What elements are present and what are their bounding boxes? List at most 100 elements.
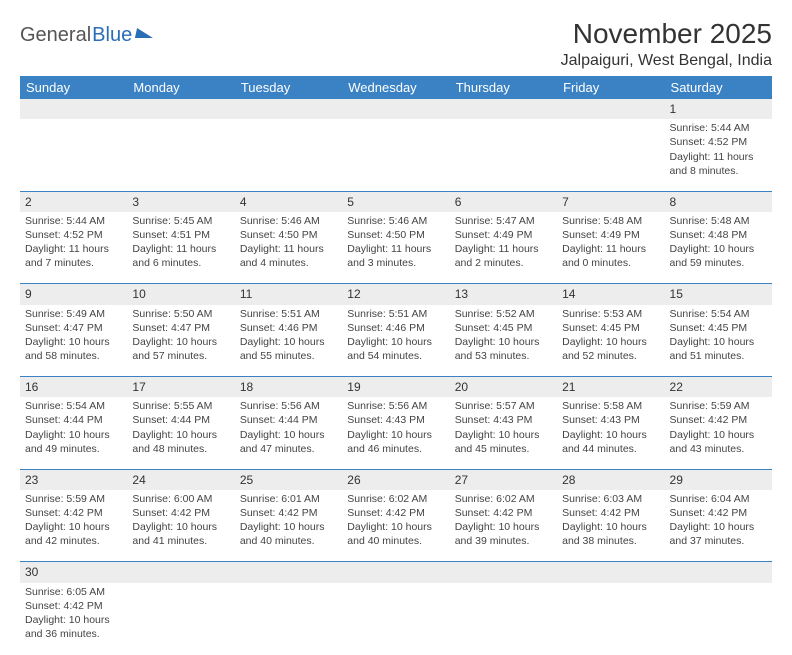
daylight-line-1: Daylight: 10 hours — [455, 428, 552, 442]
daylight-line-1: Daylight: 10 hours — [132, 520, 229, 534]
day-number-row: 23242526272829 — [20, 469, 772, 490]
daylight-line-1: Daylight: 10 hours — [455, 520, 552, 534]
daylight-line-1: Daylight: 10 hours — [132, 428, 229, 442]
sunrise-line: Sunrise: 6:04 AM — [670, 492, 767, 506]
daylight-line-1: Daylight: 10 hours — [25, 613, 122, 627]
title-block: November 2025 Jalpaiguri, West Bengal, I… — [561, 18, 772, 70]
sunrise-line: Sunrise: 5:58 AM — [562, 399, 659, 413]
daylight-line-2: and 52 minutes. — [562, 349, 659, 363]
daylight-line-2: and 40 minutes. — [347, 534, 444, 548]
daylight-line-2: and 2 minutes. — [455, 256, 552, 270]
day-content-row: Sunrise: 5:49 AMSunset: 4:47 PMDaylight:… — [20, 305, 772, 377]
day-number-cell: 4 — [235, 191, 342, 212]
day-cell — [127, 119, 234, 191]
day-number-cell — [557, 99, 664, 119]
daylight-line-2: and 6 minutes. — [132, 256, 229, 270]
sunrise-line: Sunrise: 6:03 AM — [562, 492, 659, 506]
day-cell — [235, 119, 342, 191]
sunset-line: Sunset: 4:47 PM — [132, 321, 229, 335]
daylight-line-2: and 51 minutes. — [670, 349, 767, 363]
daylight-line-2: and 39 minutes. — [455, 534, 552, 548]
daylight-line-1: Daylight: 10 hours — [25, 428, 122, 442]
daylight-line-2: and 57 minutes. — [132, 349, 229, 363]
daylight-line-2: and 53 minutes. — [455, 349, 552, 363]
sunset-line: Sunset: 4:42 PM — [562, 506, 659, 520]
day-number-cell: 2 — [20, 191, 127, 212]
sunrise-line: Sunrise: 6:02 AM — [455, 492, 552, 506]
day-cell: Sunrise: 5:44 AMSunset: 4:52 PMDaylight:… — [20, 212, 127, 284]
daylight-line-1: Daylight: 10 hours — [670, 242, 767, 256]
sunset-line: Sunset: 4:45 PM — [670, 321, 767, 335]
day-number-cell: 19 — [342, 377, 449, 398]
daylight-line-2: and 41 minutes. — [132, 534, 229, 548]
sunset-line: Sunset: 4:42 PM — [25, 599, 122, 613]
sunrise-line: Sunrise: 5:47 AM — [455, 214, 552, 228]
sunset-line: Sunset: 4:51 PM — [132, 228, 229, 242]
day-cell: Sunrise: 5:54 AMSunset: 4:44 PMDaylight:… — [20, 397, 127, 469]
day-cell — [127, 583, 234, 655]
day-cell: Sunrise: 6:05 AMSunset: 4:42 PMDaylight:… — [20, 583, 127, 655]
sunrise-line: Sunrise: 5:59 AM — [670, 399, 767, 413]
day-number-cell: 21 — [557, 377, 664, 398]
daylight-line-1: Daylight: 10 hours — [25, 335, 122, 349]
day-cell: Sunrise: 5:51 AMSunset: 4:46 PMDaylight:… — [342, 305, 449, 377]
daylight-line-1: Daylight: 11 hours — [132, 242, 229, 256]
sunset-line: Sunset: 4:50 PM — [240, 228, 337, 242]
daylight-line-1: Daylight: 10 hours — [347, 428, 444, 442]
day-cell: Sunrise: 5:56 AMSunset: 4:44 PMDaylight:… — [235, 397, 342, 469]
day-cell: Sunrise: 5:51 AMSunset: 4:46 PMDaylight:… — [235, 305, 342, 377]
day-cell: Sunrise: 5:44 AMSunset: 4:52 PMDaylight:… — [665, 119, 772, 191]
day-cell: Sunrise: 5:59 AMSunset: 4:42 PMDaylight:… — [665, 397, 772, 469]
day-cell — [342, 583, 449, 655]
daylight-line-2: and 44 minutes. — [562, 442, 659, 456]
day-number-cell — [450, 562, 557, 583]
day-number-cell: 5 — [342, 191, 449, 212]
weekday-header: Friday — [557, 76, 664, 99]
sunset-line: Sunset: 4:42 PM — [347, 506, 444, 520]
day-number-cell: 20 — [450, 377, 557, 398]
weekday-header: Wednesday — [342, 76, 449, 99]
daylight-line-1: Daylight: 10 hours — [670, 520, 767, 534]
day-number-row: 16171819202122 — [20, 377, 772, 398]
weekday-header: Tuesday — [235, 76, 342, 99]
weekday-header-row: SundayMondayTuesdayWednesdayThursdayFrid… — [20, 76, 772, 99]
sunset-line: Sunset: 4:52 PM — [25, 228, 122, 242]
day-number-cell — [342, 99, 449, 119]
sunset-line: Sunset: 4:43 PM — [562, 413, 659, 427]
daylight-line-1: Daylight: 10 hours — [132, 335, 229, 349]
daylight-line-1: Daylight: 10 hours — [240, 428, 337, 442]
sunrise-line: Sunrise: 5:44 AM — [25, 214, 122, 228]
day-cell — [557, 119, 664, 191]
daylight-line-1: Daylight: 11 hours — [240, 242, 337, 256]
sunset-line: Sunset: 4:48 PM — [670, 228, 767, 242]
day-cell: Sunrise: 5:59 AMSunset: 4:42 PMDaylight:… — [20, 490, 127, 562]
day-number-cell — [557, 562, 664, 583]
day-cell: Sunrise: 5:45 AMSunset: 4:51 PMDaylight:… — [127, 212, 234, 284]
day-number-cell: 8 — [665, 191, 772, 212]
sunset-line: Sunset: 4:42 PM — [670, 413, 767, 427]
day-number-cell: 26 — [342, 469, 449, 490]
sunrise-line: Sunrise: 5:52 AM — [455, 307, 552, 321]
calendar-table: SundayMondayTuesdayWednesdayThursdayFrid… — [20, 76, 772, 655]
day-cell: Sunrise: 5:52 AMSunset: 4:45 PMDaylight:… — [450, 305, 557, 377]
sunset-line: Sunset: 4:47 PM — [25, 321, 122, 335]
day-number-row: 9101112131415 — [20, 284, 772, 305]
day-cell: Sunrise: 5:46 AMSunset: 4:50 PMDaylight:… — [235, 212, 342, 284]
day-number-cell — [450, 99, 557, 119]
page-header: General Blue November 2025 Jalpaiguri, W… — [20, 18, 772, 70]
sunset-line: Sunset: 4:49 PM — [455, 228, 552, 242]
sunset-line: Sunset: 4:43 PM — [347, 413, 444, 427]
day-cell: Sunrise: 6:03 AMSunset: 4:42 PMDaylight:… — [557, 490, 664, 562]
day-number-cell: 6 — [450, 191, 557, 212]
daylight-line-1: Daylight: 10 hours — [670, 428, 767, 442]
weekday-header: Saturday — [665, 76, 772, 99]
day-cell: Sunrise: 5:48 AMSunset: 4:48 PMDaylight:… — [665, 212, 772, 284]
day-number-cell: 14 — [557, 284, 664, 305]
weekday-header: Monday — [127, 76, 234, 99]
sunrise-line: Sunrise: 5:54 AM — [670, 307, 767, 321]
day-cell: Sunrise: 5:47 AMSunset: 4:49 PMDaylight:… — [450, 212, 557, 284]
sunset-line: Sunset: 4:42 PM — [240, 506, 337, 520]
day-number-cell: 29 — [665, 469, 772, 490]
day-number-cell: 11 — [235, 284, 342, 305]
day-cell: Sunrise: 5:57 AMSunset: 4:43 PMDaylight:… — [450, 397, 557, 469]
